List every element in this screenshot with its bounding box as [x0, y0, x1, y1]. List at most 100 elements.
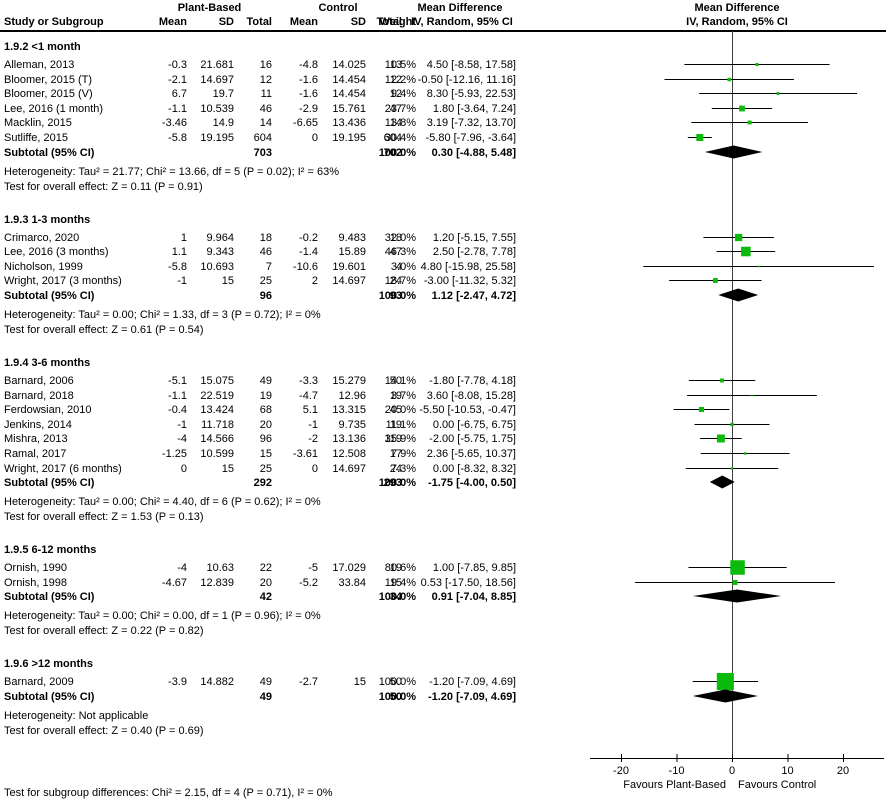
- study-name: Jenkins, 2014: [4, 419, 72, 431]
- plant-mean: -1.1: [168, 390, 187, 402]
- control-total: 50: [389, 676, 402, 688]
- control-total: 24: [389, 463, 402, 475]
- study-name: Ornish, 1990: [4, 562, 67, 574]
- axis-tick-label: -20: [613, 765, 629, 777]
- weight: 100.0%: [378, 676, 416, 688]
- control-mean: -6.65: [292, 117, 318, 129]
- study-name: Alleman, 2013: [4, 59, 75, 71]
- subgroup-title-row: 1.9.5 6-12 months: [0, 544, 586, 558]
- study-row: Lee, 2016 (3 months) 1.1 9.343 46 -1.4 15.89 4…: [0, 246, 586, 260]
- effect-square: [716, 434, 725, 443]
- effect-square: [741, 246, 751, 257]
- axis-tick-label: 10: [781, 765, 793, 777]
- study-name: Bloomer, 2015 (V): [4, 88, 93, 100]
- study-name: Ornish, 1998: [4, 577, 67, 589]
- subtotal-weight: 100.0%: [378, 290, 416, 302]
- plant-total: 22: [259, 562, 272, 574]
- weight: 7.3%: [390, 463, 416, 475]
- control-sd: 14.697: [332, 463, 366, 475]
- ci-text: 3.19 [-7.32, 13.70]: [426, 117, 516, 129]
- effect-square: [696, 134, 704, 141]
- plant-sd: 15: [221, 275, 234, 287]
- plant-total: 68: [259, 404, 272, 416]
- control-total: 19: [389, 390, 402, 402]
- subtotal-label: Subtotal (95% CI): [4, 147, 95, 159]
- subtotal-weight: 100.0%: [378, 591, 416, 603]
- subtotal-label: Subtotal (95% CI): [4, 691, 95, 703]
- study-name: Mishra, 2013: [4, 433, 68, 445]
- overall-effect-text: Test for overall effect: Z = 0.22 (P = 0…: [4, 625, 204, 637]
- subtotal-plant-total: 42: [259, 591, 272, 603]
- subtotal-diamond: [709, 475, 735, 489]
- control-total: 19: [389, 562, 402, 574]
- ci-text: -0.50 [-12.16, 11.16]: [417, 74, 516, 86]
- control-mean: -5.2: [299, 577, 318, 589]
- control-sd: 13.436: [332, 117, 366, 129]
- effect-square: [747, 120, 752, 125]
- heterogeneity-row: Heterogeneity: Tau² = 0.00; Chi² = 0.00,…: [0, 610, 586, 624]
- subgroup-label: 1.9.6 >12 months: [4, 658, 93, 670]
- plant-mean: 0: [180, 463, 187, 475]
- weight: 80.6%: [384, 562, 416, 574]
- plant-mean: -0.4: [168, 404, 187, 416]
- column-header-weight: Weight: [379, 16, 416, 28]
- study-row: Bloomer, 2015 (V) 6.7 19.7 11 -1.6 14.454 12 9.…: [0, 88, 586, 102]
- subgroup-label: 1.9.4 3-6 months: [4, 357, 91, 369]
- plant-sd: 10.693: [200, 261, 234, 273]
- plant-total: 49: [259, 375, 272, 387]
- control-sd: 17.029: [332, 562, 366, 574]
- plant-mean: -1.1: [168, 103, 187, 115]
- control-mean: 0: [311, 132, 318, 144]
- plant-total: 14: [259, 117, 272, 129]
- study-row: Ornish, 1998 -4.67 12.839 20 -5.2 33.84 15 19.4…: [0, 577, 586, 591]
- control-mean: -1.4: [299, 246, 318, 258]
- control-total: 18: [389, 232, 402, 244]
- effect-square: [730, 467, 734, 470]
- heterogeneity-text: Heterogeneity: Tau² = 0.00; Chi² = 4.40,…: [4, 496, 321, 508]
- column-header-total2: Total: [376, 16, 402, 28]
- plant-total: 46: [259, 103, 272, 115]
- control-total: 50: [389, 375, 402, 387]
- control-total: 24: [389, 275, 402, 287]
- effect-square: [716, 672, 734, 691]
- study-row: Wright, 2017 (3 months) -1 15 25 2 14.697 24 18…: [0, 275, 586, 289]
- subgroup-label: 1.9.2 <1 month: [4, 41, 81, 53]
- ci-text: 8.30 [-5.93, 22.53]: [426, 88, 516, 100]
- plant-mean: 1.1: [171, 246, 187, 258]
- plant-sd: 22.519: [200, 390, 234, 402]
- weight: 3.7%: [390, 390, 416, 402]
- control-total: 119: [384, 433, 402, 445]
- control-mean: 0: [311, 463, 318, 475]
- ci-text: -3.00 [-11.32, 5.32]: [423, 275, 516, 287]
- heterogeneity-row: Heterogeneity: Tau² = 21.77; Chi² = 13.6…: [0, 166, 586, 180]
- control-mean: -1.6: [299, 88, 318, 100]
- control-mean: -5: [308, 562, 318, 574]
- heterogeneity-row: Heterogeneity: Not applicable: [0, 710, 586, 724]
- study-row: Wright, 2017 (6 months) 0 15 25 0 14.697 24 7.3…: [0, 463, 586, 477]
- control-sd: 9.735: [338, 419, 366, 431]
- header-rule: [0, 30, 886, 32]
- axis-tick-label: -10: [669, 765, 685, 777]
- plant-mean: 1: [180, 232, 187, 244]
- ci-text: 3.60 [-8.08, 15.28]: [426, 390, 516, 402]
- subtotal-ci-text: 0.91 [-7.04, 8.85]: [431, 591, 516, 603]
- effect-square: [730, 560, 745, 575]
- control-total: 15: [389, 577, 402, 589]
- weight: 7.9%: [390, 448, 416, 460]
- subtotal-control-total: 293: [383, 477, 402, 489]
- control-sd: 14.025: [332, 59, 366, 71]
- heterogeneity-text: Heterogeneity: Not applicable: [4, 710, 149, 722]
- effect-square: [776, 92, 780, 95]
- study-row: Mishra, 2013 -4 14.566 96 -2 13.136 119 35.9% -2…: [0, 433, 586, 447]
- subtotal-control-total: 702: [383, 147, 402, 159]
- weight: 12.2%: [384, 74, 416, 86]
- plant-mean: -3.46: [161, 117, 187, 129]
- control-total: 17: [389, 448, 402, 460]
- effect-square: [735, 233, 743, 242]
- subtotal-row: Subtotal (95% CI) 703 702 100.0% 0.30 [-4.88…: [0, 147, 586, 161]
- weight: 9.4%: [390, 88, 416, 100]
- heterogeneity-row: Heterogeneity: Tau² = 0.00; Chi² = 1.33,…: [0, 309, 586, 323]
- control-sd: 19.195: [332, 132, 366, 144]
- plant-mean: -1: [177, 419, 187, 431]
